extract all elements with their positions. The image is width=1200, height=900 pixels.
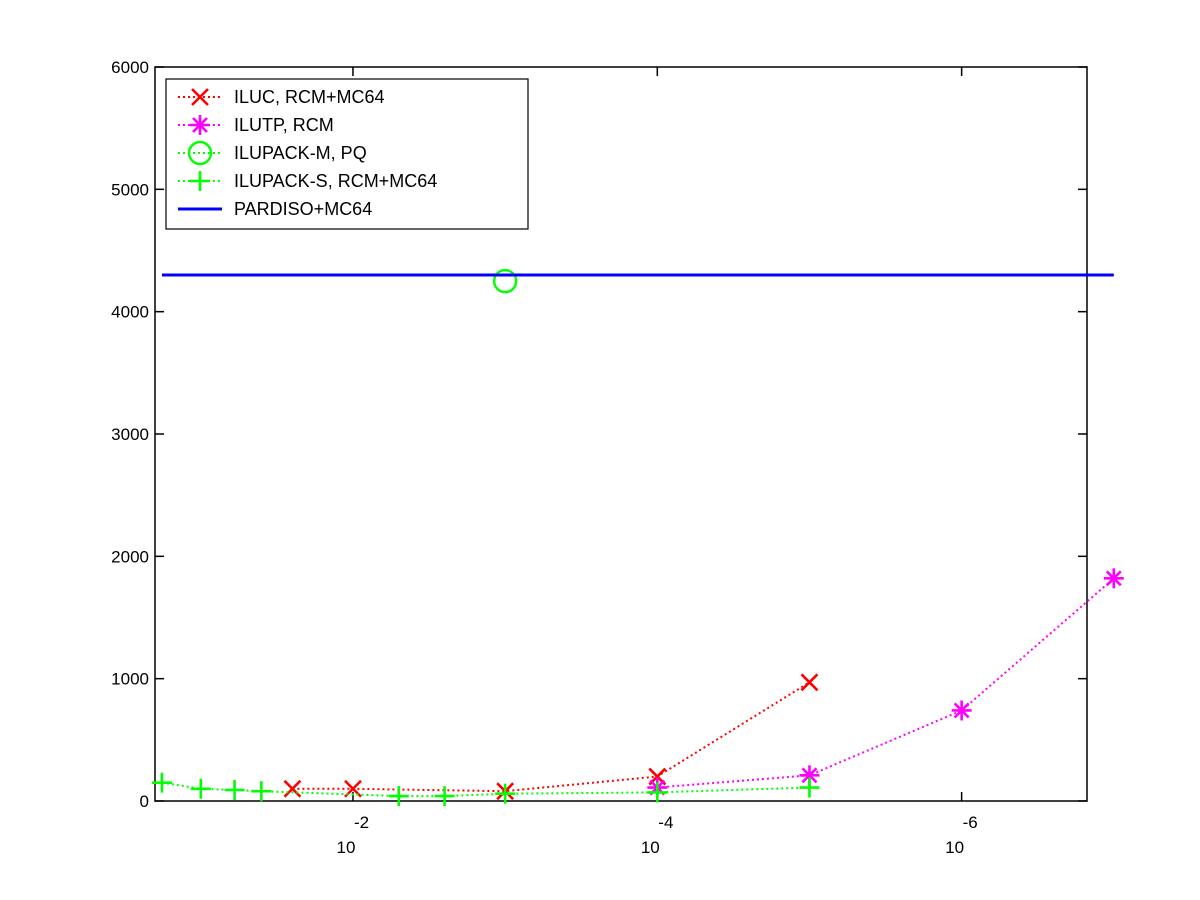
y-tick-label: 1000 bbox=[111, 670, 149, 689]
data-point bbox=[388, 786, 409, 807]
y-tick-label: 0 bbox=[140, 792, 149, 811]
legend-entry: PARDISO+MC64 bbox=[178, 199, 372, 219]
series-line bbox=[292, 681, 811, 793]
legend: ILUC, RCM+MC64 ILUTP, RCM ILUPACK-M, PQ ILU… bbox=[165, 78, 529, 230]
legend-label: ILUPACK-S, RCM+MC64 bbox=[234, 171, 437, 191]
x-tick-base: 10 bbox=[641, 838, 660, 857]
series-layer bbox=[151, 268, 1124, 807]
data-point bbox=[434, 786, 455, 807]
legend-marker bbox=[187, 140, 213, 166]
legend-label: ILUC, RCM+MC64 bbox=[234, 87, 385, 107]
y-tick-label: 4000 bbox=[111, 303, 149, 322]
legend-entry: ILUTP, RCM bbox=[178, 115, 334, 135]
y-tick-label: 2000 bbox=[111, 547, 149, 566]
series-1 bbox=[647, 568, 1124, 798]
data-point bbox=[1103, 568, 1124, 589]
series-3 bbox=[151, 772, 820, 807]
x-tick-base: 10 bbox=[337, 838, 356, 857]
data-point bbox=[647, 782, 668, 803]
axis-ticks: 0 1000 2000 3000 4000 5000 6000 -2 10 -4 10 -6 10 bbox=[111, 58, 1087, 857]
legend-marker bbox=[190, 115, 210, 135]
y-tick-label: 6000 bbox=[111, 58, 149, 77]
data-point bbox=[283, 779, 302, 798]
data-point bbox=[951, 700, 972, 721]
legend-entry: ILUC, RCM+MC64 bbox=[178, 87, 385, 107]
x-tick-base: 10 bbox=[945, 838, 964, 857]
data-point bbox=[190, 778, 211, 799]
y-tick-label: 3000 bbox=[111, 425, 149, 444]
data-point bbox=[224, 779, 245, 800]
series-2 bbox=[492, 268, 518, 294]
legend-label: ILUTP, RCM bbox=[234, 115, 334, 135]
data-point bbox=[799, 777, 820, 798]
data-point bbox=[151, 772, 172, 793]
legend-label: ILUPACK-M, PQ bbox=[234, 143, 367, 163]
x-tick-exponent: -2 bbox=[354, 813, 369, 832]
series-line bbox=[657, 577, 1115, 789]
data-point bbox=[495, 783, 516, 804]
data-point bbox=[800, 673, 819, 692]
x-tick-exponent: -4 bbox=[658, 813, 673, 832]
data-point bbox=[251, 781, 272, 802]
legend-marker bbox=[191, 88, 209, 106]
legend-box bbox=[165, 78, 529, 230]
x-tick-exponent: -6 bbox=[963, 813, 978, 832]
y-tick-label: 5000 bbox=[111, 180, 149, 199]
legend-entry: ILUPACK-M, PQ bbox=[178, 140, 367, 166]
series-line bbox=[161, 781, 810, 798]
legend-marker bbox=[190, 171, 210, 191]
legend-entry: ILUPACK-S, RCM+MC64 bbox=[178, 171, 437, 191]
legend-label: PARDISO+MC64 bbox=[234, 199, 372, 219]
data-point bbox=[492, 268, 518, 294]
